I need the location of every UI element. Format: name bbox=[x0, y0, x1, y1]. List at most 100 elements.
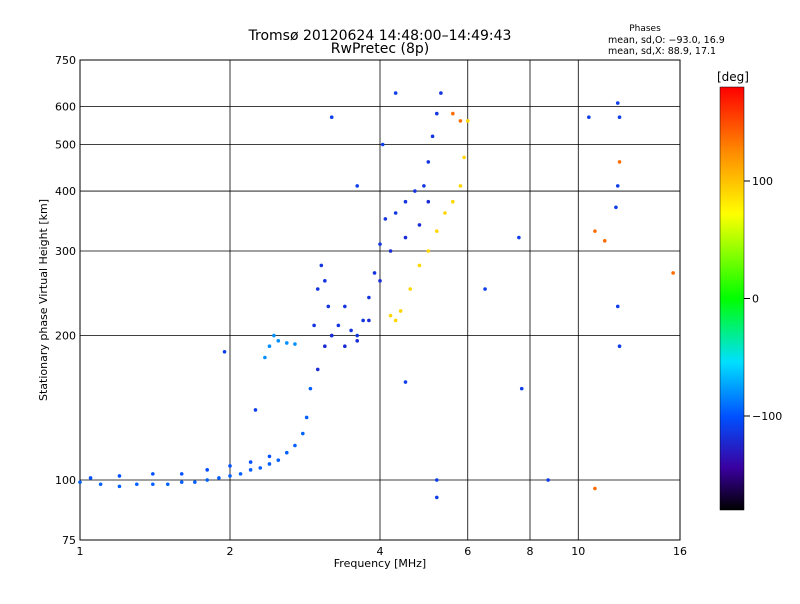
data-point bbox=[378, 279, 382, 283]
data-point bbox=[267, 344, 272, 349]
stats-heading: Phases bbox=[629, 24, 661, 34]
data-point bbox=[388, 249, 393, 253]
data-point bbox=[323, 344, 327, 349]
data-point bbox=[205, 478, 209, 482]
data-point bbox=[248, 468, 253, 472]
y-tick-label: 600 bbox=[55, 101, 76, 114]
chart-title: Tromsø 20120624 14:48:00–14:49:43 bbox=[248, 28, 512, 44]
x-tick-label: 10 bbox=[571, 545, 585, 558]
data-point bbox=[443, 211, 447, 215]
data-point bbox=[315, 287, 320, 291]
data-point bbox=[263, 355, 267, 360]
data-point bbox=[349, 328, 353, 333]
data-point bbox=[615, 184, 620, 188]
data-point bbox=[519, 386, 524, 391]
data-point bbox=[393, 211, 398, 215]
data-point bbox=[593, 229, 597, 233]
y-axis-label: Stationary phase Virtual Height [km] bbox=[37, 199, 50, 401]
data-point bbox=[671, 271, 675, 275]
x-tick-label: 4 bbox=[377, 545, 384, 558]
x-tick-label: 16 bbox=[673, 545, 687, 558]
data-point bbox=[517, 235, 521, 240]
y-tick-label: 300 bbox=[55, 245, 76, 258]
data-point bbox=[284, 341, 289, 345]
colorbar bbox=[719, 86, 745, 511]
data-point bbox=[426, 160, 431, 164]
data-point bbox=[88, 476, 93, 480]
data-point bbox=[228, 474, 232, 478]
x-tick-label: 2 bbox=[227, 545, 234, 558]
colorbar-tick-label: −100 bbox=[752, 410, 782, 423]
data-point bbox=[434, 478, 439, 482]
colorbar-ticks: 100 0 −100 bbox=[744, 175, 782, 423]
data-point bbox=[398, 309, 403, 313]
data-point bbox=[308, 386, 313, 391]
data-point bbox=[228, 464, 232, 468]
data-point bbox=[336, 323, 341, 328]
data-point bbox=[417, 263, 422, 268]
data-point bbox=[593, 486, 597, 491]
data-point bbox=[267, 462, 272, 466]
data-point bbox=[422, 184, 426, 188]
data-point bbox=[403, 235, 408, 240]
data-point bbox=[546, 478, 550, 482]
data-point bbox=[439, 91, 443, 95]
data-point bbox=[372, 271, 377, 275]
data-point bbox=[293, 443, 297, 448]
y-tick-label: 100 bbox=[55, 474, 76, 487]
data-point bbox=[378, 242, 382, 246]
grid-lines bbox=[80, 60, 680, 540]
data-point bbox=[238, 472, 243, 476]
data-point bbox=[587, 115, 591, 120]
data-point bbox=[217, 476, 221, 480]
colorbar-tick-label: 100 bbox=[752, 175, 773, 188]
data-point bbox=[293, 342, 297, 346]
chart-subtitle: RwPretec (8p) bbox=[331, 41, 429, 57]
data-point bbox=[462, 155, 466, 160]
data-point bbox=[326, 304, 331, 309]
y-tick-label: 400 bbox=[55, 185, 76, 198]
x-tick-label: 6 bbox=[464, 545, 471, 558]
data-point bbox=[117, 474, 122, 478]
y-tick-label: 75 bbox=[62, 534, 76, 547]
data-point bbox=[267, 454, 272, 459]
data-point bbox=[222, 349, 227, 354]
data-point bbox=[458, 184, 463, 188]
data-point bbox=[614, 205, 618, 210]
data-point bbox=[403, 380, 408, 384]
y-tick-label: 500 bbox=[55, 139, 76, 152]
data-point bbox=[343, 344, 347, 349]
x-tick-label: 8 bbox=[527, 545, 534, 558]
stats-o-mode: mean, sd,O: −93.0, 16.9 bbox=[608, 35, 725, 46]
data-point bbox=[380, 142, 385, 147]
data-point bbox=[413, 189, 417, 193]
data-point bbox=[179, 480, 184, 484]
colorbar-tick-label: 0 bbox=[752, 293, 759, 306]
data-point bbox=[304, 415, 309, 420]
data-point bbox=[393, 91, 398, 95]
data-point bbox=[355, 333, 359, 338]
data-point bbox=[434, 229, 439, 233]
data-point bbox=[388, 313, 393, 318]
data-point bbox=[312, 323, 316, 328]
data-point bbox=[319, 263, 324, 268]
y-tick-label: 200 bbox=[55, 330, 76, 343]
data-point bbox=[617, 160, 622, 164]
data-point bbox=[248, 460, 253, 464]
data-point bbox=[602, 239, 607, 243]
data-point bbox=[367, 318, 371, 323]
data-point bbox=[179, 472, 184, 476]
data-points bbox=[78, 91, 675, 500]
data-point bbox=[315, 367, 320, 372]
data-point bbox=[434, 495, 439, 500]
data-point bbox=[276, 458, 281, 462]
data-point bbox=[383, 217, 388, 221]
data-point bbox=[151, 482, 155, 487]
data-point bbox=[426, 249, 431, 253]
data-point bbox=[284, 450, 289, 455]
data-point bbox=[617, 344, 622, 349]
colorbar-label: [deg] bbox=[717, 70, 749, 84]
data-point bbox=[205, 468, 209, 472]
data-point bbox=[615, 101, 620, 105]
